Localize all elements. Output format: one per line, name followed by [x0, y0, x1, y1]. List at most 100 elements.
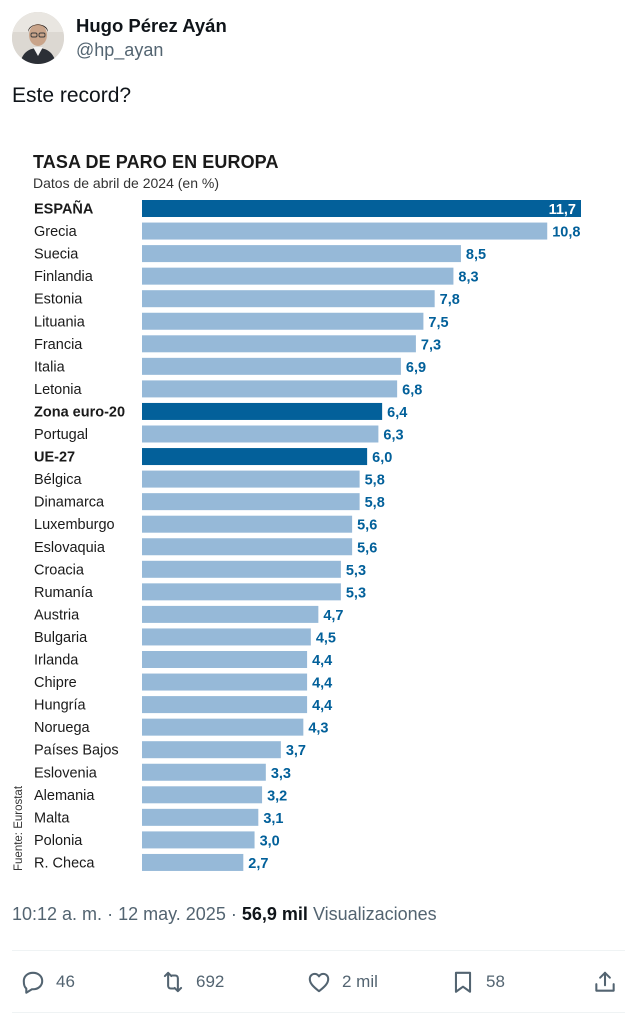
meta-separator: · — [107, 904, 114, 924]
value-label: 5,6 — [357, 518, 377, 534]
repost-icon — [163, 971, 183, 993]
category-label: Letonia — [34, 382, 83, 398]
author-handle[interactable]: @hp_ayan — [76, 40, 164, 60]
value-label: 5,8 — [365, 495, 385, 511]
category-label: Austria — [34, 607, 80, 623]
category-label: Croacia — [34, 562, 85, 578]
category-label: Italia — [34, 359, 66, 375]
value-label: 10,8 — [552, 225, 580, 241]
value-label: 5,3 — [346, 563, 366, 579]
bar — [142, 357, 401, 375]
bar — [142, 741, 281, 759]
bar — [142, 718, 304, 736]
value-label: 6,4 — [387, 405, 407, 421]
repost-button[interactable]: 692 — [160, 964, 224, 1000]
category-label: Chipre — [34, 675, 77, 691]
avatar-image-icon — [12, 12, 64, 64]
tweet-header: Hugo Pérez Ayán @hp_ayan — [12, 12, 612, 64]
value-label: 5,6 — [357, 540, 377, 556]
category-label: Estonia — [34, 292, 83, 308]
category-label: Eslovaquia — [34, 540, 106, 556]
category-label: Bulgaria — [34, 630, 88, 646]
category-label: Lituania — [34, 314, 86, 330]
category-label: Irlanda — [34, 653, 79, 669]
category-label: UE-27 — [34, 450, 75, 466]
category-label: Luxemburgo — [34, 517, 115, 533]
value-label: 7,8 — [440, 292, 460, 308]
category-label: Francia — [34, 337, 83, 353]
tweet-text: Este record? — [12, 84, 132, 107]
value-label: 3,7 — [286, 743, 306, 759]
tweet-date[interactable]: 12 may. 2025 — [118, 904, 226, 924]
value-label: 4,7 — [323, 608, 343, 624]
bookmark-button[interactable]: 58 — [450, 964, 505, 1000]
value-label: 8,5 — [466, 247, 486, 263]
category-label: Zona euro-20 — [34, 404, 125, 420]
value-label: 4,3 — [308, 721, 328, 737]
bar — [142, 493, 360, 511]
bar — [142, 425, 379, 443]
bar — [142, 222, 548, 240]
category-label: Portugal — [34, 427, 88, 443]
category-label: Grecia — [34, 224, 78, 240]
author-name[interactable]: Hugo Pérez Ayán — [76, 15, 227, 36]
divider — [12, 950, 625, 951]
value-label: 4,4 — [312, 653, 332, 669]
chart-source: Fuente: Eurostat — [13, 785, 25, 871]
bar — [142, 763, 266, 781]
category-label: Hungría — [34, 698, 87, 714]
value-label: 11,7 — [549, 202, 576, 218]
meta-separator: · — [230, 904, 237, 924]
value-label: 6,8 — [402, 382, 422, 398]
value-label: 4,5 — [316, 630, 336, 646]
value-label: 5,8 — [365, 473, 385, 489]
category-label: R. Checa — [34, 855, 95, 871]
share-icon — [595, 971, 615, 992]
views-count: 56,9 mil — [241, 904, 308, 924]
like-button[interactable]: 2 mil — [306, 964, 378, 1000]
chart-image[interactable]: ESPAÑA 11,7 Grecia 10,8 Suecia 8,5 Finlandia 8,… — [12, 138, 624, 880]
category-label: Polonia — [34, 833, 83, 849]
value-label: 6,0 — [372, 450, 392, 466]
bar — [142, 200, 581, 217]
category-label: Suecia — [34, 247, 79, 263]
value-label: 3,1 — [263, 811, 283, 827]
reply-button[interactable]: 46 — [20, 964, 75, 1000]
bar — [142, 448, 368, 466]
category-label: Noruega — [34, 720, 91, 736]
bar — [142, 673, 308, 691]
category-label: Dinamarca — [34, 495, 105, 511]
bar — [142, 312, 424, 330]
category-label: Bélgica — [34, 472, 82, 488]
value-label: 5,3 — [346, 585, 366, 601]
value-label: 6,9 — [406, 360, 426, 376]
repost-count: 692 — [196, 972, 225, 991]
like-count: 2 mil — [342, 972, 378, 991]
value-label: 3,0 — [260, 833, 280, 849]
category-label: Eslovenia — [34, 765, 98, 781]
bar — [142, 470, 360, 488]
bar — [142, 786, 263, 804]
value-label: 2,7 — [248, 856, 268, 872]
tweet-time[interactable]: 10:12 a. m. — [12, 904, 103, 924]
category-label: Malta — [34, 810, 70, 826]
bar — [142, 290, 435, 308]
action-bar: 46 692 2 mil 58 — [12, 964, 624, 1000]
category-label: Rumanía — [34, 585, 94, 601]
value-label: 4,4 — [312, 676, 332, 692]
views-label: Visualizaciones — [312, 904, 437, 924]
bookmark-icon — [454, 971, 472, 993]
bar — [142, 651, 308, 668]
bar — [142, 853, 244, 871]
category-label: Países Bajos — [34, 743, 119, 759]
avatar[interactable] — [12, 12, 64, 64]
bar — [142, 560, 341, 578]
chart: ESPAÑA 11,7 Grecia 10,8 Suecia 8,5 Finlandia 8,… — [34, 200, 581, 872]
bar — [142, 831, 255, 849]
chart-subtitle: Datos de abril de 2024 (en %) — [33, 175, 219, 191]
share-button[interactable] — [592, 964, 618, 1000]
bar — [142, 538, 353, 556]
bar — [142, 245, 461, 263]
value-label: 6,3 — [383, 428, 403, 444]
bar — [142, 380, 398, 398]
